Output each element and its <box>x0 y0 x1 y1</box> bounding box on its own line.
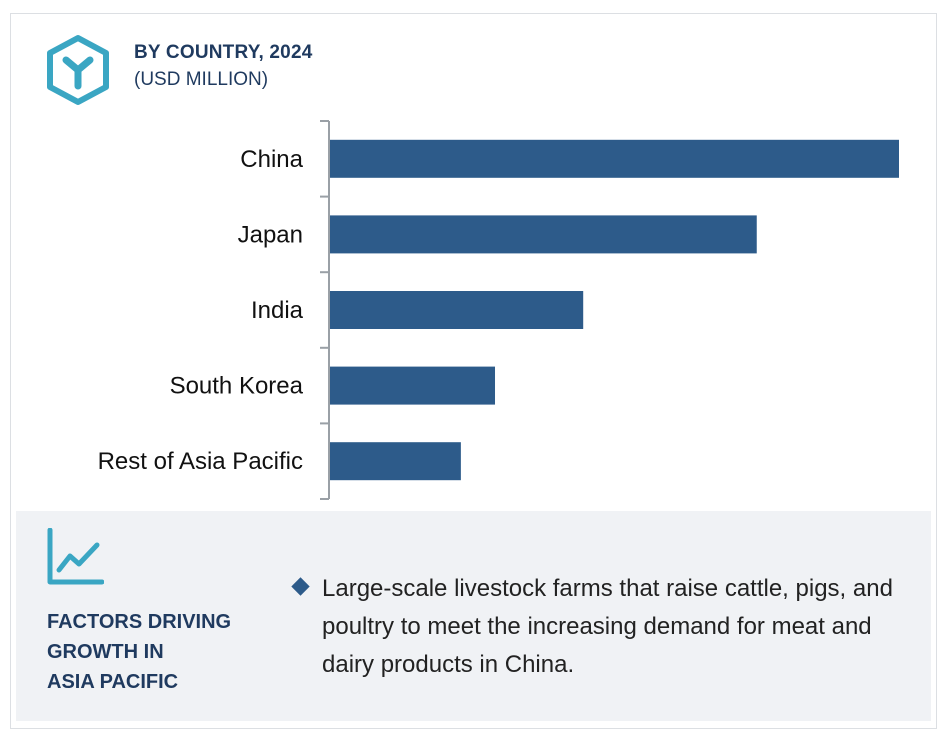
chart-subtitle: (USD MILLION) <box>134 69 269 90</box>
bar-china <box>330 139 899 178</box>
category-label: China <box>240 146 303 173</box>
bar-south-korea <box>330 366 496 405</box>
factors-heading: FACTORS DRIVING GROWTH IN ASIA PACIFIC <box>47 607 277 697</box>
category-label: Japan <box>238 221 303 248</box>
trend-line-chart-icon <box>47 528 104 585</box>
category-label: India <box>251 297 304 324</box>
chart-title: BY COUNTRY, 2024 <box>134 42 313 63</box>
category-label: Rest of Asia Pacific <box>98 448 303 475</box>
bar-rest-of-asia-pacific <box>330 442 461 481</box>
bar-japan <box>330 215 757 254</box>
category-label: South Korea <box>170 373 304 400</box>
factors-heading-line: ASIA PACIFIC <box>47 671 179 693</box>
factors-panel <box>16 511 931 721</box>
factors-heading-line: GROWTH IN <box>47 641 164 663</box>
factor-bullet-text: Large-scale livestock farms that raise c… <box>322 575 893 678</box>
bar-india <box>330 291 584 329</box>
hexagon-y-logo-icon <box>47 35 109 105</box>
factors-heading-line: FACTORS DRIVING <box>47 611 232 633</box>
